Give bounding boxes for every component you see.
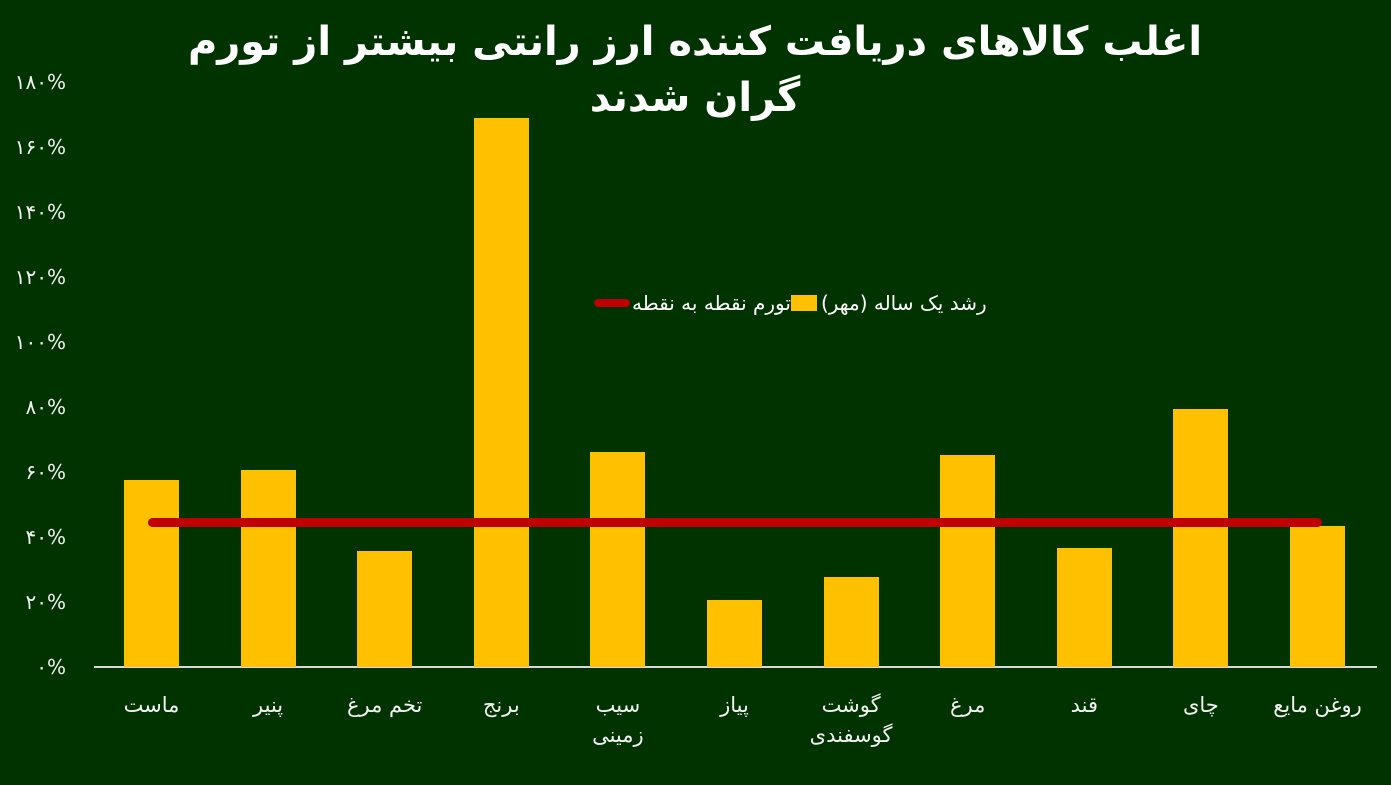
- x-label-line1: روغن مایع: [1273, 693, 1362, 717]
- x-label-line1: پنیر: [253, 693, 284, 717]
- legend-item-bar: رشد یک ساله (مهر): [790, 291, 987, 315]
- x-label-line2: گوسفندی: [809, 723, 893, 747]
- y-tick-label: ۱۶۰%: [14, 135, 66, 159]
- bar: [124, 480, 179, 667]
- bar: [590, 451, 646, 667]
- bar: [823, 576, 879, 667]
- x-label-line1: چای: [1182, 693, 1219, 717]
- legend-item-line: تورم نقطه به نقطه: [594, 291, 791, 315]
- y-tick-label: ۱۸۰%: [14, 70, 66, 94]
- legend-line-label: تورم نقطه به نقطه: [632, 291, 791, 315]
- legend-line-swatch-icon: [594, 299, 630, 307]
- y-tick-label: ۲۰%: [25, 590, 67, 614]
- x-label-line1: تخم مرغ: [346, 693, 423, 717]
- x-tick-label: پنیر: [210, 690, 326, 720]
- bar: [1290, 525, 1345, 667]
- bar: [707, 600, 762, 667]
- bar: [940, 455, 996, 667]
- x-label-line1: گوشت: [821, 693, 881, 717]
- x-tick-label: برنج: [443, 690, 559, 720]
- bar: [240, 470, 296, 667]
- legend-bar-label: رشد یک ساله (مهر): [820, 291, 987, 315]
- legend-bar-swatch-icon: [790, 295, 817, 311]
- x-label-line1: پیاز: [720, 693, 749, 717]
- x-tick-label: قند: [1026, 690, 1142, 720]
- y-tick-label: ۸۰%: [25, 395, 67, 419]
- bar: [1173, 408, 1229, 667]
- x-label-line2: زمینی: [592, 723, 644, 747]
- x-tick-label: گوشت گوسفندی: [793, 690, 909, 750]
- bar: [1056, 548, 1112, 667]
- x-label-line1: سیب: [595, 693, 641, 717]
- x-label-line1: قند: [1070, 693, 1098, 717]
- y-tick-label: ۶۰%: [25, 460, 67, 484]
- x-label-line1: مرغ: [950, 693, 986, 717]
- x-label-line1: برنج: [482, 693, 520, 717]
- y-tick-label: ۴۰%: [25, 525, 67, 549]
- inflation-line: [147, 517, 1322, 527]
- bar: [357, 550, 413, 667]
- x-tick-label: مرغ: [910, 690, 1026, 720]
- x-tick-label: چای: [1143, 690, 1259, 720]
- y-tick-label: ۰%: [36, 655, 66, 679]
- x-tick-label: تخم مرغ: [327, 690, 443, 720]
- y-tick-label: ۱۰۰%: [14, 330, 66, 354]
- x-tick-label: سیب زمینی: [560, 690, 676, 750]
- chart-title: اغلب کالاهای دریافت کننده ارز رانتی بیشت…: [187, 19, 1203, 121]
- x-tick-label: پیاز: [677, 690, 793, 720]
- legend: تورم نقطه به نقطه رشد یک ساله (مهر): [594, 288, 1035, 318]
- x-axis-line: [94, 666, 1377, 668]
- x-tick-label: روغن مایع: [1260, 690, 1376, 720]
- y-tick-label: ۱۴۰%: [14, 200, 66, 224]
- bar: [473, 118, 529, 667]
- x-label-line1: ماست: [123, 693, 180, 717]
- y-tick-label: ۱۲۰%: [14, 265, 66, 289]
- x-tick-label: ماست: [94, 690, 210, 720]
